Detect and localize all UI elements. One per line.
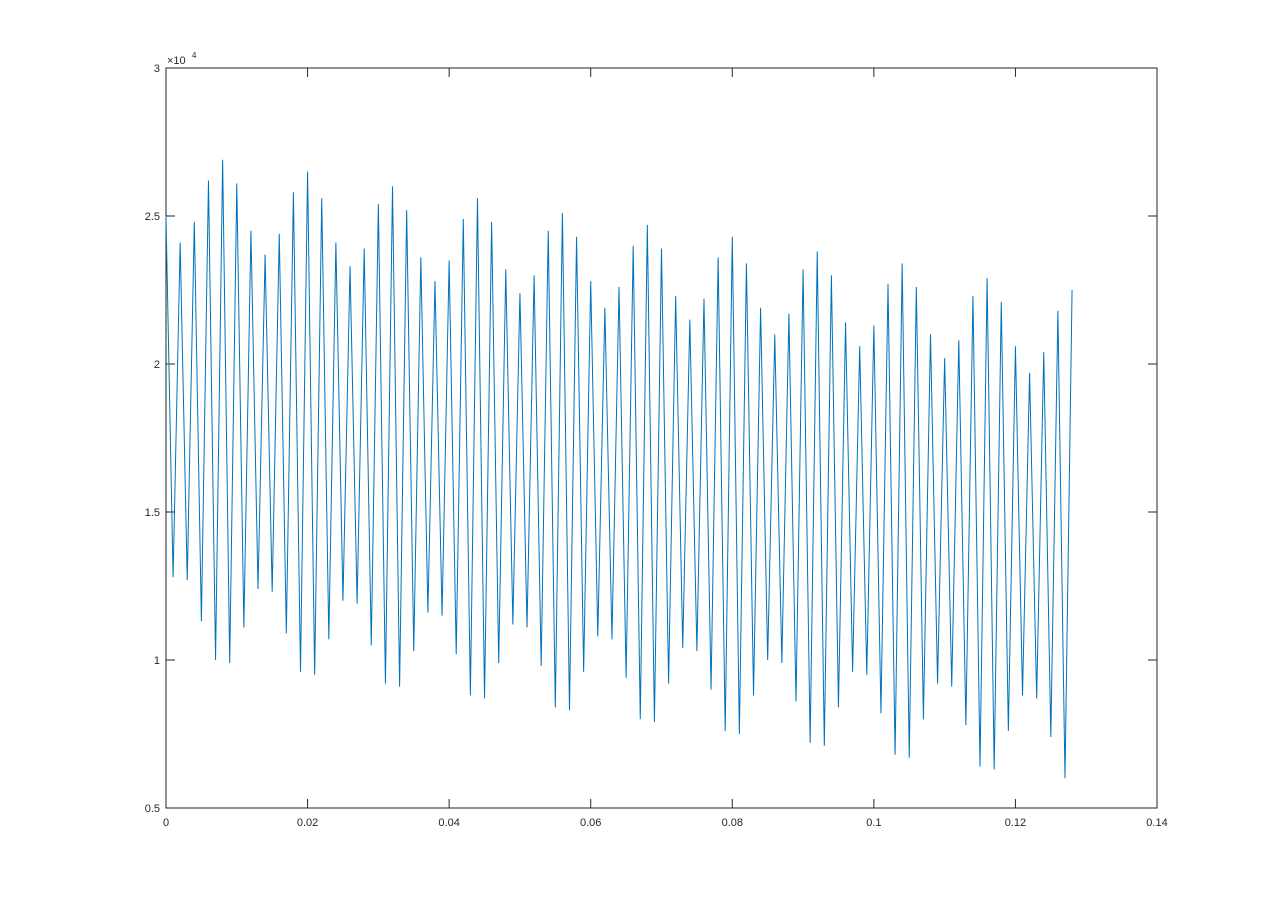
- y-tick-label: 1.5: [145, 507, 160, 519]
- x-tick-label: 0.12: [1005, 817, 1026, 829]
- y-exponent: 4: [192, 51, 197, 60]
- y-exponent-base: ×10: [167, 55, 186, 67]
- x-tick-label: 0.1: [866, 817, 881, 829]
- x-tick-label: 0.14: [1146, 817, 1167, 829]
- y-tick-label: 2: [154, 359, 160, 371]
- plot-box: [165, 67, 1158, 809]
- y-tick-label: 0.5: [145, 803, 160, 815]
- signal-line: [165, 159, 1073, 779]
- x-tick-label: 0.04: [438, 817, 459, 829]
- x-tick-label: 0.08: [722, 817, 743, 829]
- y-tick-label: 2.5: [145, 211, 160, 223]
- y-tick-label: 3: [154, 63, 160, 75]
- x-tick-label: 0.02: [297, 817, 318, 829]
- x-tick-label: 0.06: [580, 817, 601, 829]
- y-tick-label: 1: [154, 655, 160, 667]
- x-tick-label: 0: [163, 817, 169, 829]
